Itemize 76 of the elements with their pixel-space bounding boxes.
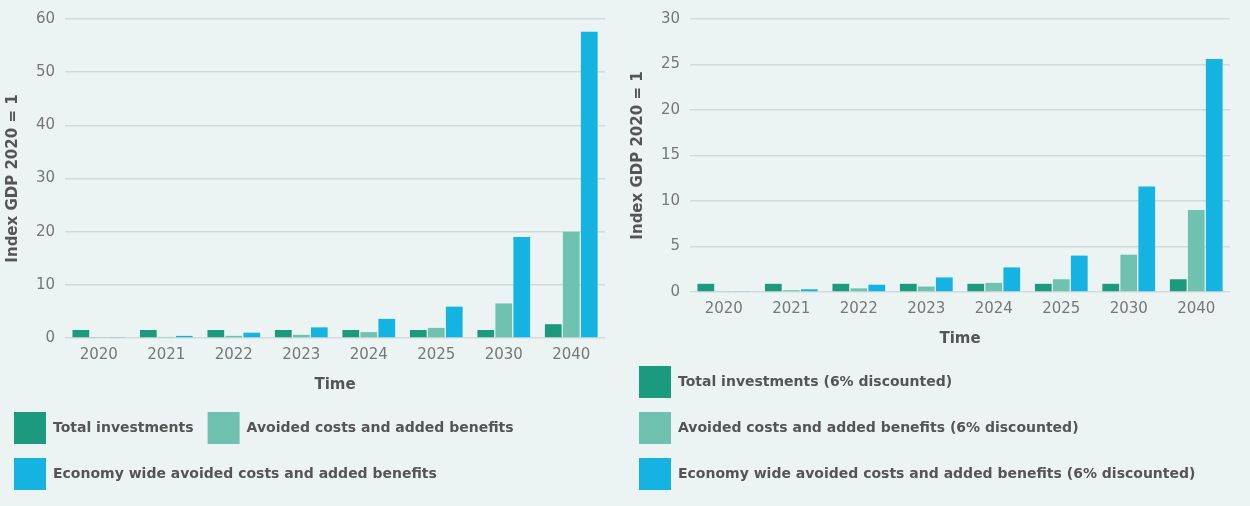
x-tick-label: 2020	[79, 344, 118, 363]
y-axis-title: Index GDP 2020 = 1	[627, 71, 646, 240]
y-tick-label: 40	[35, 115, 56, 134]
x-tick-label: 2024	[974, 298, 1013, 317]
bar	[409, 330, 427, 338]
y-tick-label: 60	[35, 8, 56, 27]
bar	[580, 31, 598, 338]
y-tick-label: 0	[45, 327, 56, 346]
bar	[1052, 279, 1070, 292]
x-tick-label: 2023	[907, 298, 946, 317]
bar	[985, 282, 1003, 292]
y-tick-label: 25	[660, 54, 681, 73]
legend-label: Avoided costs and added benefits	[246, 418, 514, 435]
legend-label: Economy wide avoided costs and added benefits	[53, 464, 437, 481]
y-tick-label: 30	[35, 168, 56, 187]
bar	[1138, 186, 1156, 292]
bar	[342, 330, 360, 338]
bar	[1003, 267, 1021, 292]
bar	[1169, 279, 1187, 292]
bar	[72, 330, 90, 338]
legend-label: Economy wide avoided costs and added benefits (6% discounted)	[678, 464, 1196, 481]
y-tick-label: 10	[35, 274, 56, 293]
y-tick-label: 0	[670, 281, 681, 300]
bar	[310, 327, 328, 338]
bar	[274, 330, 292, 338]
x-tick-label: 2025	[1042, 298, 1081, 317]
bar	[1120, 254, 1138, 292]
bar	[207, 330, 225, 338]
bar	[1205, 59, 1223, 292]
y-tick-label: 5	[670, 236, 681, 255]
legend-label: Total investments (6% discounted)	[678, 372, 953, 389]
x-axis-title: Time	[939, 328, 981, 347]
x-tick-label: 2030	[484, 344, 523, 363]
x-tick-label: 2020	[704, 298, 743, 317]
bar	[899, 283, 917, 292]
y-axis-title: Index GDP 2020 = 1	[2, 94, 21, 263]
x-tick-label: 2040	[552, 344, 591, 363]
x-tick-label: 2040	[1177, 298, 1216, 317]
bar	[832, 283, 850, 292]
bar	[1102, 283, 1120, 292]
y-tick-label: 10	[660, 190, 681, 209]
bar	[477, 330, 495, 338]
bar	[868, 284, 886, 292]
y-tick-label: 30	[660, 8, 681, 27]
x-tick-label: 2022	[214, 344, 253, 363]
bar	[764, 283, 782, 292]
legend-label: Avoided costs and added benefits (6% discounted)	[678, 418, 1079, 435]
bar	[544, 324, 562, 338]
bar	[935, 277, 953, 292]
bar	[360, 332, 378, 338]
bar	[1187, 210, 1205, 292]
x-tick-label: 2023	[282, 344, 321, 363]
bar	[697, 283, 715, 292]
bar	[967, 283, 985, 292]
bar	[1070, 255, 1088, 292]
x-tick-label: 2030	[1109, 298, 1148, 317]
bar	[378, 318, 396, 338]
bar	[513, 236, 531, 338]
x-tick-label: 2025	[417, 344, 456, 363]
legend-label: Total investments	[53, 418, 194, 435]
y-tick-label: 20	[35, 221, 56, 240]
bar	[445, 306, 463, 338]
bar	[495, 303, 513, 338]
bar	[427, 327, 445, 338]
x-tick-label: 2021	[147, 344, 186, 363]
x-tick-label: 2021	[772, 298, 811, 317]
bar	[139, 330, 157, 338]
bar	[562, 231, 580, 338]
x-tick-label: 2022	[839, 298, 878, 317]
x-tick-label: 2024	[349, 344, 388, 363]
y-tick-label: 20	[660, 99, 681, 118]
bar	[850, 288, 868, 292]
bar	[1034, 283, 1052, 292]
y-tick-label: 50	[35, 62, 56, 81]
y-tick-label: 15	[660, 145, 681, 164]
x-axis-title: Time	[314, 374, 356, 393]
